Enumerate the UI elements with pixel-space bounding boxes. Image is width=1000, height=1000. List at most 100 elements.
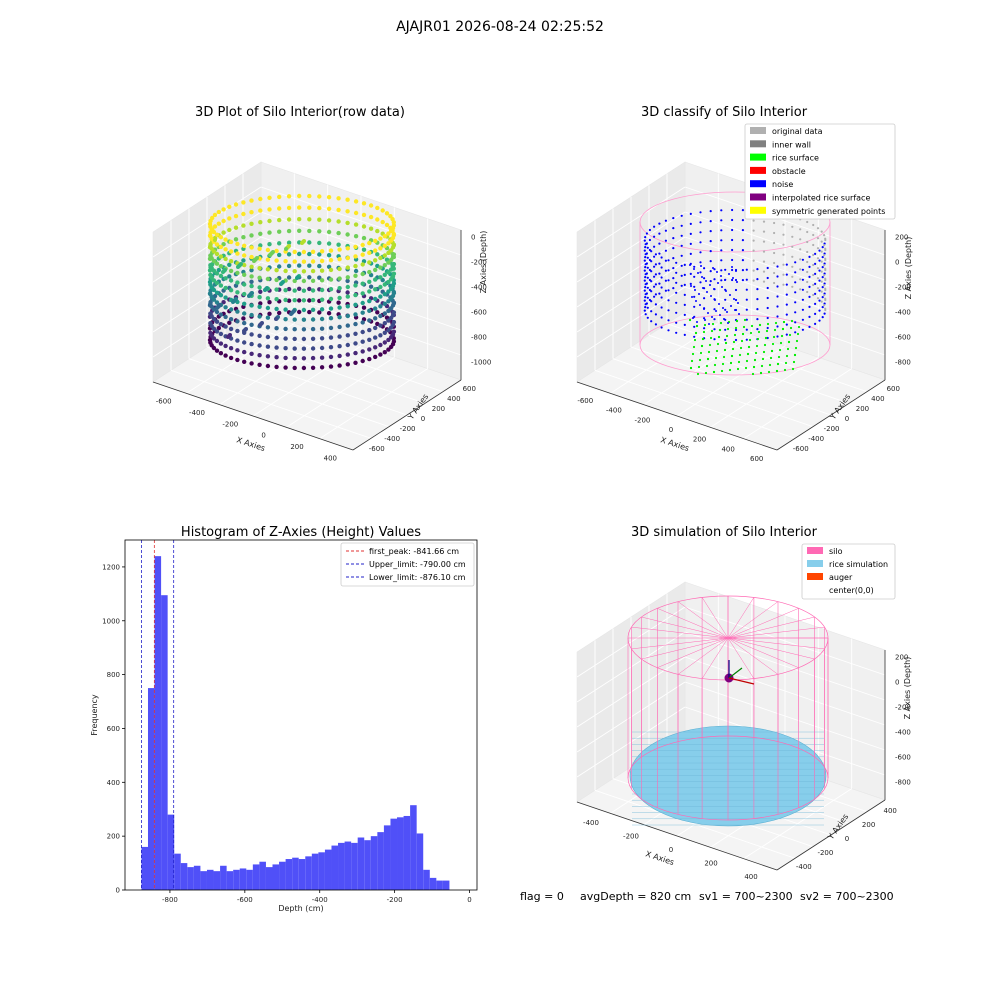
raw-point <box>317 263 322 269</box>
raw-point <box>297 217 302 222</box>
raw-point <box>214 329 220 334</box>
raw-point <box>353 302 358 307</box>
raw-point <box>223 276 228 281</box>
class-point <box>648 288 652 292</box>
raw-point <box>310 249 316 254</box>
raw-point <box>353 283 358 288</box>
panel-classify: 3D classify of Silo Interior -600-400-20… <box>576 105 913 463</box>
rice-point <box>694 331 698 335</box>
raw-point <box>388 296 394 301</box>
rice-point <box>737 360 741 364</box>
raw-point <box>214 251 220 257</box>
noise-point <box>726 311 728 313</box>
rice-point <box>774 321 778 325</box>
raw-point <box>227 216 232 221</box>
raw-point <box>228 278 234 283</box>
raw-point <box>208 234 213 239</box>
rice-point <box>713 363 717 367</box>
rice-point <box>753 358 757 362</box>
class-point <box>766 286 769 290</box>
noise-point <box>724 279 726 281</box>
class-point <box>660 256 663 259</box>
status-footer: flag = 0 avgDepth = 820 cm sv1 = 700~230… <box>520 890 894 903</box>
rice-point <box>691 352 695 356</box>
class-point <box>709 220 712 223</box>
class-point <box>680 214 683 217</box>
raw-point <box>241 223 246 228</box>
y-arrow <box>728 667 743 679</box>
raw-point <box>263 288 267 292</box>
raw-point <box>319 336 325 341</box>
raw-point <box>265 257 271 262</box>
raw-point <box>286 252 292 257</box>
panel1-title: 3D Plot of Silo Interior(row data) <box>195 105 405 120</box>
x-tick-label: -200 <box>634 416 650 424</box>
raw-point <box>353 312 358 317</box>
raw-point <box>367 356 372 362</box>
raw-point <box>274 326 279 331</box>
class-point <box>762 240 766 243</box>
rice-point <box>756 337 760 341</box>
class-point <box>785 273 788 276</box>
panel4-simulation <box>627 595 829 827</box>
raw-point <box>301 365 307 371</box>
class-point <box>785 283 788 286</box>
class-point <box>653 245 656 248</box>
rice-point <box>726 327 730 331</box>
y-tick-label: 1200 <box>102 563 120 571</box>
raw-point <box>231 300 235 304</box>
class-point <box>823 234 826 237</box>
raw-point <box>386 279 391 285</box>
noise-point <box>720 275 722 277</box>
raw-point <box>310 336 316 341</box>
raw-point <box>386 270 391 275</box>
raw-point <box>265 354 271 359</box>
class-point <box>713 278 716 281</box>
x-tick-label: 200 <box>693 436 706 444</box>
raw-point <box>373 316 378 321</box>
class-point <box>776 325 779 328</box>
class-point <box>703 327 706 330</box>
class-point <box>824 237 827 240</box>
rice-point <box>702 330 706 334</box>
class-point <box>816 227 820 230</box>
raw-point <box>274 297 279 302</box>
class-point <box>653 225 656 228</box>
class-point <box>648 278 652 282</box>
class-point <box>741 209 745 212</box>
histogram-bar <box>344 841 352 890</box>
class-point <box>752 239 755 242</box>
raw-point <box>242 359 247 364</box>
raw-point <box>297 298 302 303</box>
class-point <box>680 264 683 267</box>
raw-point <box>388 315 394 321</box>
class-point <box>645 252 649 255</box>
raw-point <box>242 262 247 268</box>
raw-point <box>295 276 299 280</box>
class-point <box>762 230 766 233</box>
class-point <box>808 255 811 258</box>
noise-point <box>706 291 708 293</box>
class-point <box>812 293 815 297</box>
rice-point <box>790 319 794 323</box>
class-point <box>785 323 788 326</box>
histogram-bar <box>154 556 162 890</box>
class-point <box>745 308 748 311</box>
raw-point <box>388 325 394 330</box>
class-point <box>658 262 661 265</box>
raw-point <box>249 322 254 327</box>
histogram-bar <box>161 595 168 890</box>
x-tick-label: -600 <box>237 896 253 904</box>
rice-point <box>741 332 745 336</box>
raw-point <box>218 283 224 288</box>
class-point <box>683 283 686 286</box>
raw-point <box>336 242 341 247</box>
raw-point <box>242 253 247 258</box>
rice-point <box>695 324 699 328</box>
panel2-legend: original data inner wall rice surface obsta… <box>744 123 896 220</box>
class-point <box>791 225 794 228</box>
raw-point <box>328 345 334 350</box>
class-point <box>667 319 670 322</box>
rice-point <box>697 365 701 369</box>
raw-point <box>388 286 394 292</box>
